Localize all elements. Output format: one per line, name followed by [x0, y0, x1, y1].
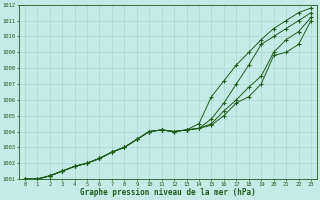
X-axis label: Graphe pression niveau de la mer (hPa): Graphe pression niveau de la mer (hPa) — [80, 188, 256, 197]
